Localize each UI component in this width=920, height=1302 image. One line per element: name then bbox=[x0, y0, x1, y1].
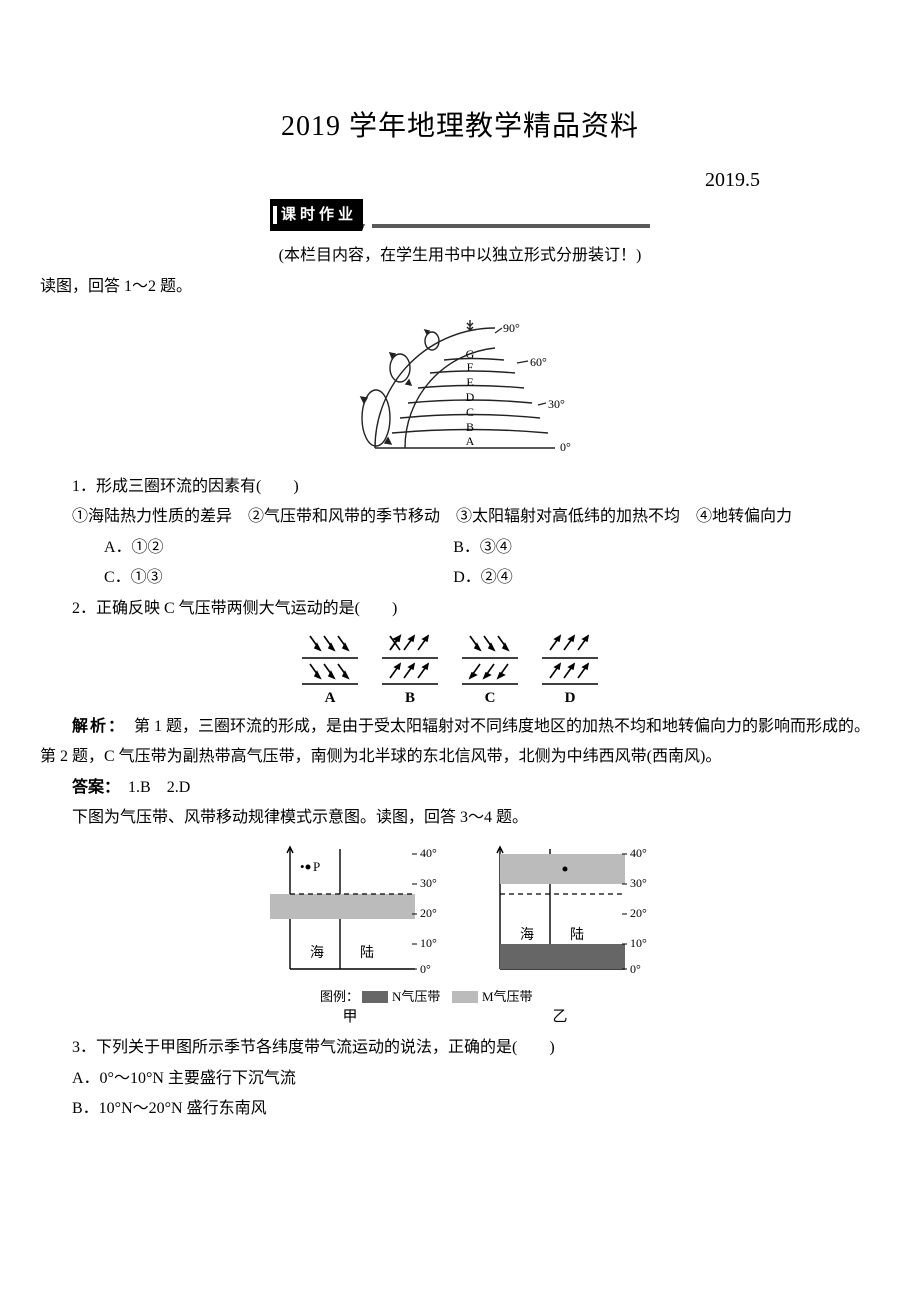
fig2-B: B bbox=[405, 690, 415, 706]
r-0: 0° bbox=[630, 962, 641, 976]
answer-text: 1.B 2.D bbox=[112, 779, 190, 796]
P-label: • bbox=[300, 859, 305, 874]
q1-sub: ①海陆热力性质的差异 ②气压带和风带的季节移动 ③太阳辐射对高低纬的加热不均 ④… bbox=[72, 502, 880, 532]
l-land: 陆 bbox=[360, 945, 374, 961]
figure-1: G F E D C B A 90° 60° 30° 0° bbox=[40, 308, 880, 468]
r-40: 40° bbox=[630, 846, 647, 860]
lead-2: 下图为气压带、风带移动规律模式示意图。读图，回答 3～4 题。 bbox=[40, 803, 880, 833]
lat-90: 90° bbox=[503, 321, 520, 335]
l-0: 0° bbox=[420, 962, 431, 976]
r-20: 20° bbox=[630, 906, 647, 920]
page-date: 2019.5 bbox=[40, 161, 880, 199]
answer-1: 答案： 1.B 2.D bbox=[40, 773, 880, 803]
q1-B[interactable]: B．③④ bbox=[453, 533, 802, 563]
intro-lead: 读图，回答 1～2 题。 bbox=[40, 272, 880, 302]
three-cell-diagram: G F E D C B A 90° 60° 30° 0° bbox=[320, 308, 600, 468]
lat-0: 0° bbox=[560, 440, 571, 454]
row-D: D bbox=[466, 390, 475, 404]
section-banner: 课时作业 bbox=[270, 205, 650, 231]
r-sea: 海 bbox=[520, 927, 534, 943]
figure-2: A B C D bbox=[40, 630, 880, 708]
fig3-P: P bbox=[313, 859, 320, 874]
panel-right: 乙 bbox=[552, 1009, 567, 1025]
l-sea: 海 bbox=[310, 945, 324, 961]
banner-notch-icon bbox=[362, 209, 372, 231]
q1-A[interactable]: A．①② bbox=[104, 533, 453, 563]
l-30: 30° bbox=[420, 876, 437, 890]
banner-tick-icon bbox=[273, 206, 277, 224]
legend-label: 图例： bbox=[320, 989, 359, 1004]
row-F: F bbox=[467, 360, 474, 374]
q3-stem: 3．下列关于甲图所示季节各纬度带气流运动的说法，正确的是( ) bbox=[40, 1033, 880, 1063]
intro-note: (本栏目内容，在学生用书中以独立形式分册装订！) bbox=[40, 241, 880, 271]
panel-left: 甲 bbox=[342, 1009, 357, 1025]
q1-C[interactable]: C．①③ bbox=[104, 563, 453, 593]
banner-label: 课时作业 bbox=[270, 199, 363, 232]
r-30: 30° bbox=[630, 876, 647, 890]
q1-D[interactable]: D．②④ bbox=[453, 563, 802, 593]
fig2-D: D bbox=[565, 690, 576, 706]
analysis-text: 第 1 题，三圈环流的形成，是由于受太阳辐射对不同纬度地区的加热不均和地转偏向力… bbox=[40, 718, 870, 765]
lat-60: 60° bbox=[530, 355, 547, 369]
q1-stem: 1．形成三圈环流的因素有( ) bbox=[40, 472, 880, 502]
row-A: A bbox=[466, 434, 475, 448]
row-C: C bbox=[466, 405, 474, 419]
figure-3: • P 40° 30° 20° 10° 0° 海 陆 bbox=[40, 839, 880, 1029]
q3-A[interactable]: A．0°～10°N 主要盛行下沉气流 bbox=[40, 1064, 880, 1094]
r-10: 10° bbox=[630, 936, 647, 950]
row-E: E bbox=[466, 375, 473, 389]
q2-stem: 2．正确反映 C 气压带两侧大气运动的是( ) bbox=[40, 594, 880, 624]
lat-30: 30° bbox=[548, 397, 565, 411]
l-40: 40° bbox=[420, 846, 437, 860]
legend-M: M气压带 bbox=[482, 989, 533, 1004]
analysis-label: 解析： bbox=[72, 718, 118, 735]
page-title: 2019 学年地理教学精品资料 bbox=[40, 100, 880, 153]
banner-text: 课时作业 bbox=[281, 201, 357, 230]
l-10: 10° bbox=[420, 936, 437, 950]
r-land: 陆 bbox=[570, 927, 584, 943]
pressure-belt-diagram: • P 40° 30° 20° 10° 0° 海 陆 bbox=[230, 839, 690, 1029]
l-20: 20° bbox=[420, 906, 437, 920]
fig2-A: A bbox=[325, 690, 336, 706]
wind-options-diagram: A B C D bbox=[280, 630, 640, 708]
answer-label: 答案： bbox=[72, 779, 112, 796]
fig2-C: C bbox=[485, 690, 496, 706]
analysis-1: 解析： 第 1 题，三圈环流的形成，是由于受太阳辐射对不同纬度地区的加热不均和地… bbox=[40, 712, 880, 773]
row-G: G bbox=[466, 347, 475, 361]
q3-B[interactable]: B．10°N～20°N 盛行东南风 bbox=[40, 1094, 880, 1124]
row-B: B bbox=[466, 420, 474, 434]
legend-N: N气压带 bbox=[392, 989, 440, 1004]
q1-options: A．①② B．③④ C．①③ D．②④ bbox=[40, 533, 880, 594]
